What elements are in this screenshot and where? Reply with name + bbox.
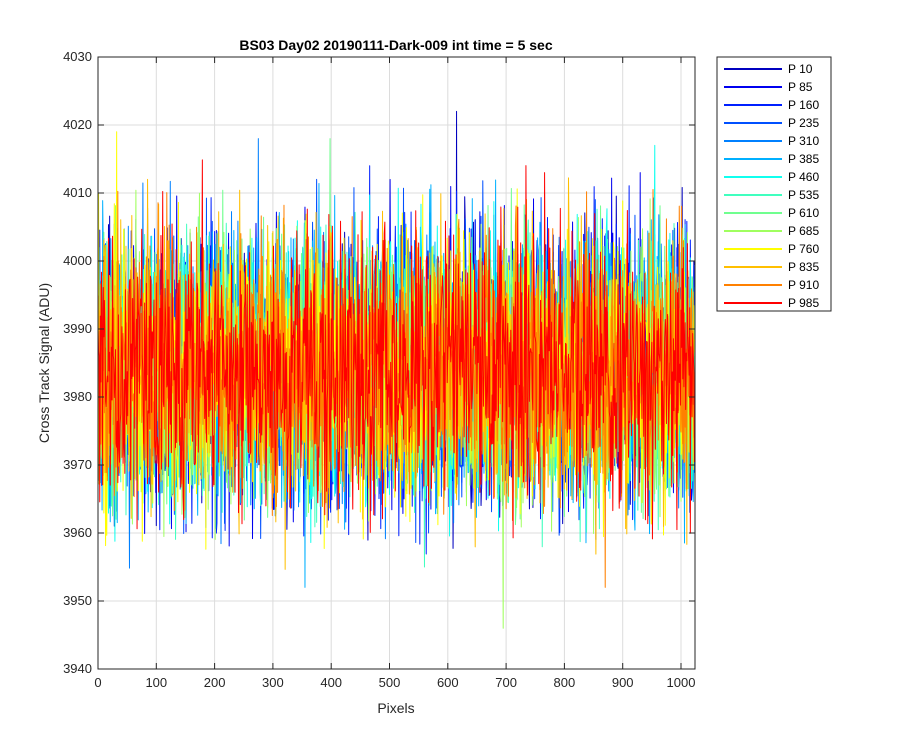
axis-tick-labels: 0 100 200 300 400 500 600 700 800 900 1000 3940 3950… — [63, 49, 695, 690]
y-tick-label: 3990 — [63, 321, 92, 336]
x-tick-label: 300 — [262, 675, 284, 690]
x-tick-label: 1000 — [667, 675, 696, 690]
x-tick-label: 200 — [204, 675, 226, 690]
legend-label: P 235 — [788, 116, 819, 130]
x-tick-label: 400 — [320, 675, 342, 690]
y-tick-label: 3950 — [63, 593, 92, 608]
x-tick-label: 500 — [379, 675, 401, 690]
legend-label: P 685 — [788, 224, 819, 238]
legend-label: P 835 — [788, 260, 819, 274]
axis-ticks — [97, 56, 695, 670]
legend-label: P 160 — [788, 98, 819, 112]
legend-label: P 385 — [788, 152, 819, 166]
legend-label: P 610 — [788, 206, 819, 220]
y-tick-label: 4020 — [63, 117, 92, 132]
legend-label: P 10 — [788, 62, 813, 76]
legend-label: P 85 — [788, 80, 813, 94]
plot-frame — [97, 56, 696, 670]
legend: P 10 P 85 P 160 P 235 P 310 P 385 P 460 P 535 P … — [716, 56, 832, 312]
legend-label: P 985 — [788, 296, 819, 310]
x-axis-label: Pixels — [377, 700, 414, 716]
x-tick-label: 800 — [554, 675, 576, 690]
legend-label: P 535 — [788, 188, 819, 202]
x-tick-label: 100 — [145, 675, 167, 690]
legend-box — [716, 56, 832, 312]
series-layer — [97, 110, 695, 629]
legend-label: P 460 — [788, 170, 819, 184]
y-axis-label: Cross Track Signal (ADU) — [36, 283, 52, 443]
x-tick-label: 700 — [495, 675, 517, 690]
y-tick-label: 4000 — [63, 253, 92, 268]
x-tick-label: 900 — [612, 675, 634, 690]
y-tick-label: 4030 — [63, 49, 92, 64]
series-line-p985 — [97, 159, 695, 540]
y-tick-label: 4010 — [63, 185, 92, 200]
y-tick-label: 3940 — [63, 661, 92, 676]
y-tick-label: 3970 — [63, 457, 92, 472]
y-tick-label: 3960 — [63, 525, 92, 540]
legend-label: P 910 — [788, 278, 819, 292]
x-tick-label: 600 — [437, 675, 459, 690]
y-tick-label: 3980 — [63, 389, 92, 404]
legend-label: P 760 — [788, 242, 819, 256]
legend-label: P 310 — [788, 134, 819, 148]
x-tick-label: 0 — [94, 675, 101, 690]
chart-title: BS03 Day02 20190111-Dark-009 int time = … — [239, 37, 552, 53]
